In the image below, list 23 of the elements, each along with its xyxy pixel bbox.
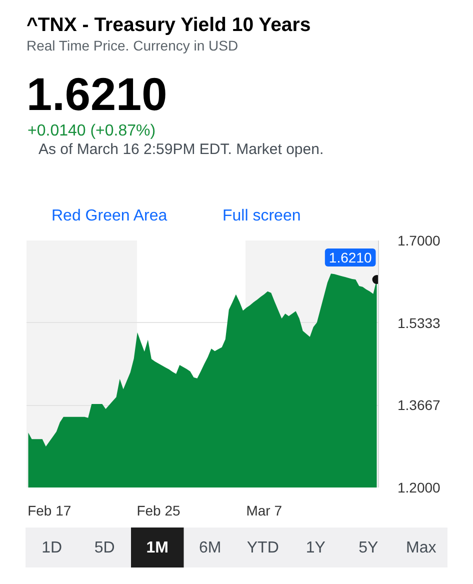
y-tick-label: 1.2000 [398, 480, 441, 496]
x-tick-label: Feb 17 [28, 502, 72, 518]
y-tick-label: 1.3667 [398, 397, 441, 414]
y-tick-label: 1.7000 [398, 232, 441, 248]
text: 6M [199, 539, 222, 556]
text: YTD [246, 539, 279, 556]
x-tick-label: Mar 7 [246, 502, 282, 518]
text: Full screen [222, 208, 301, 225]
x-tick-label: Feb 25 [136, 502, 181, 518]
text: Max [406, 539, 436, 556]
text: +0.0140 (+0.87%) [28, 122, 156, 140]
text: 1D [42, 539, 62, 556]
chart-title: ^TNX - Treasury Yield 10 Years [26, 14, 311, 36]
annotation: 1.6210 [328, 250, 372, 266]
text: 1M [146, 539, 168, 556]
text: 5D [94, 539, 115, 556]
text: 5Y [358, 539, 378, 556]
text: 1Y [306, 539, 326, 556]
text: 1.6210 [26, 68, 168, 120]
chart-subtitle: Real Time Price. Currency in USD [26, 38, 238, 54]
text: Red Green Area [52, 208, 168, 225]
text: As of March 16 2:59PM EDT. Market open. [38, 141, 324, 158]
y-tick-label: 1.5333 [398, 314, 441, 331]
